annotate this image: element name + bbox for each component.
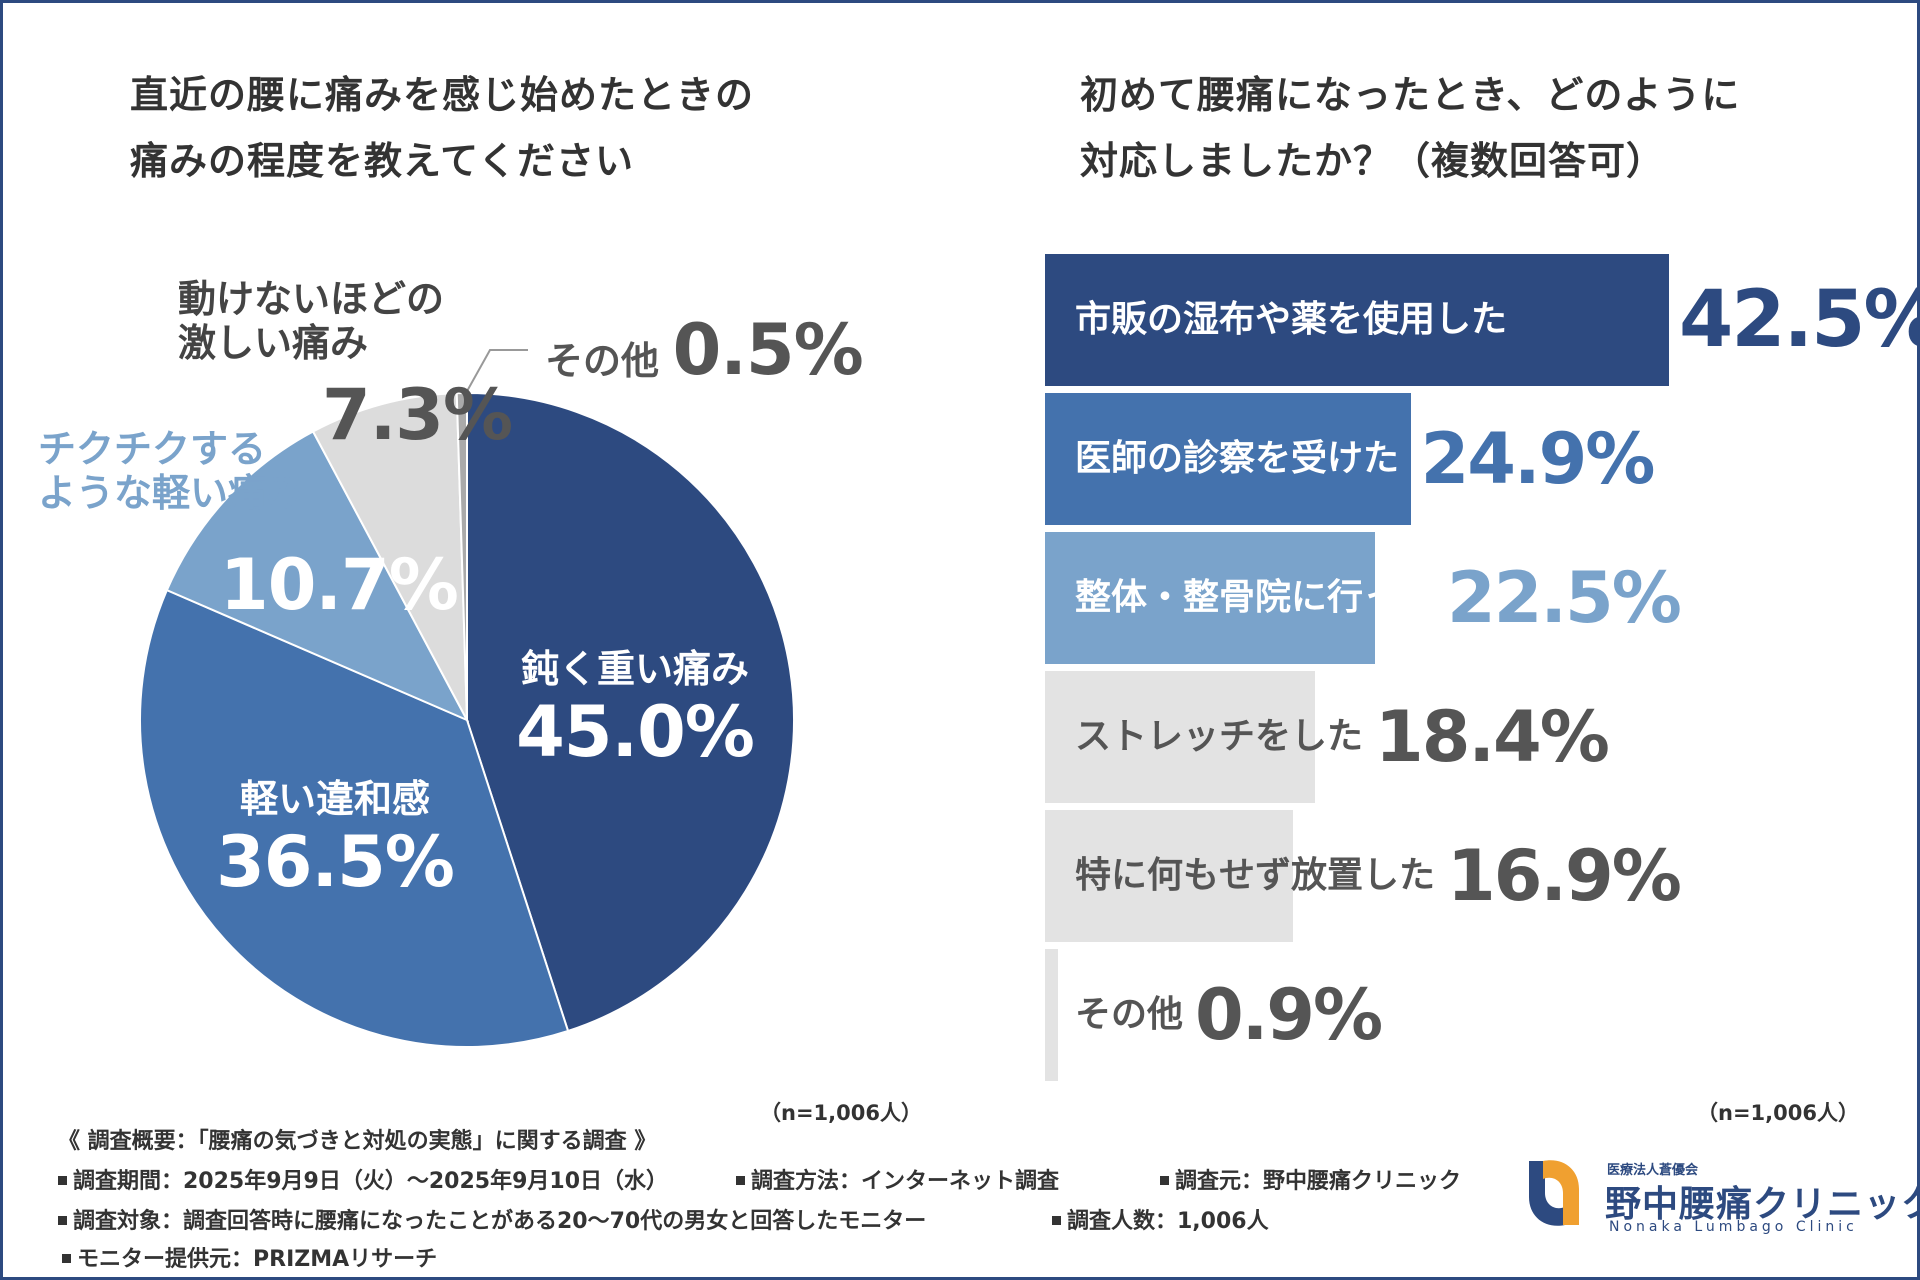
survey-method: 調査方法：インターネット調査 (736, 1163, 1059, 1195)
survey-method-text: 調査方法：インターネット調査 (751, 1169, 1060, 1194)
clinic-logo-mark-icon (1529, 1160, 1579, 1226)
pie-chart-title: 直近の腰に痛みを感じ始めたときの 痛みの程度を教えてください (130, 62, 754, 194)
pie-label-prickly-pain-line-2: ような軽い痛み (38, 470, 305, 515)
bullet-square (62, 1253, 71, 1263)
bar-value-otc-medicine: 42.5% (1679, 275, 1920, 365)
bullet-square (1160, 1175, 1169, 1185)
pie-slice-dull-pain (466, 391, 795, 1033)
bar-title-line-2: 対応しましたか？（複数回答可） (1080, 139, 1666, 183)
bar-label-stretching: ストレッチをした (1075, 716, 1364, 757)
bar-sample-note: （n=1,006人） (1697, 1101, 1859, 1125)
bar-chiropractic (1045, 532, 1376, 664)
pie-leader-line (465, 349, 528, 394)
bar-label-chiropractic: 整体・整骨院に行った (1075, 577, 1436, 618)
pie-label-severe-pain-value: 7.3% (322, 374, 513, 456)
bar-label-doctor-visit: 医師の診察を受けた (1075, 438, 1400, 479)
survey-source-text: 調査元：野中腰痛クリニック (1175, 1169, 1462, 1194)
survey-target: 調査対象：調査回答時に腰痛になったことがある20～70代の男女と回答したモニター (58, 1203, 926, 1235)
clinic-org-name: 医療法人蒼優会 (1607, 1163, 1699, 1178)
bar-value-other: 0.9% (1195, 974, 1383, 1056)
bar-label-left-untreated: 特に何もせず放置した (1075, 855, 1436, 896)
survey-source: 調査元：野中腰痛クリニック (1160, 1163, 1461, 1195)
clinic-roman-name: Nonaka Lumbago Clinic (1609, 1219, 1858, 1235)
pie-title-line-2: 痛みの程度を教えてください (130, 139, 634, 183)
pie-slice-mild-discomfort (139, 588, 570, 1048)
bar-stretching (1045, 671, 1316, 803)
bar-value-stretching: 18.4% (1375, 696, 1610, 778)
pie-label-mild-discomfort-text: 軽い違和感 (239, 777, 430, 821)
pie-label-prickly-pain-value-text: 10.7% (220, 544, 459, 626)
bullet-square (58, 1175, 67, 1185)
bar-left-untreated (1045, 810, 1294, 942)
bar-otc-medicine (1045, 254, 1669, 386)
bullet-square (1052, 1215, 1061, 1225)
pie-label-other-value: 0.5% (672, 309, 864, 391)
bar-label-other: その他 (1075, 994, 1184, 1035)
pie-label-prickly-pain: チクチクする ような軽い痛み (38, 427, 305, 515)
survey-provider-text: モニター提供元：PRIZMAリサーチ (77, 1247, 438, 1272)
survey-period: 調査期間：2025年9月9日（火）～2025年9月10日（水） (58, 1163, 668, 1195)
bar-label-otc-medicine: 市販の湿布や薬を使用した (1075, 299, 1508, 340)
pie-sample-note: （n=1,006人） (760, 1101, 922, 1125)
pie-label-prickly-pain-line-1: チクチクする (38, 427, 267, 471)
survey-provider: モニター提供元：PRIZMAリサーチ (62, 1241, 437, 1273)
bar-title-line-1: 初めて腰痛になったとき、どのように (1080, 73, 1741, 117)
bar-value-doctor-visit: 24.9% (1420, 418, 1656, 500)
pie-label-severe-pain-value-text: 7.3% (322, 374, 513, 456)
survey-count-text: 調査人数：1,006人 (1067, 1209, 1269, 1234)
bullet-square (736, 1175, 745, 1185)
pie-label-prickly-pain-value: 10.7% (220, 544, 459, 626)
bar-value-chiropractic: 22.5% (1447, 557, 1682, 639)
pie-slice-severe-pain (311, 392, 468, 721)
pie-label-dull-pain-text: 鈍く重い痛み (520, 647, 749, 691)
pie-label-mild-discomfort: 軽い違和感 36.5% (200, 777, 470, 903)
survey-heading: 《 調査概要：「腰痛の気づきと対処の実態」に関する調査 》 (58, 1129, 657, 1154)
clinic-name: 野中腰痛クリニック (1605, 1184, 1920, 1225)
pie-label-dull-pain: 鈍く重い痛み 45.0% (500, 647, 770, 773)
pie-slice-prickly-pain (165, 430, 470, 723)
pie-label-severe-pain-line-2: 激しい痛み (178, 320, 369, 365)
pie-title-line-1: 直近の腰に痛みを感じ始めたときの (130, 73, 755, 117)
pie-label-other-text: その他 (545, 339, 660, 383)
pie-label-mild-discomfort-value: 36.5% (216, 820, 455, 903)
bar-doctor-visit (1045, 393, 1411, 525)
survey-target-text: 調査対象：調査回答時に腰痛になったことがある20～70代の男女と回答したモニター (73, 1209, 927, 1234)
bar-other (1045, 949, 1059, 1081)
pie-label-severe-pain: 動けないほどの 激しい痛み (178, 277, 445, 365)
clinic-logo: 医療法人蒼優会 野中腰痛クリニック Nonaka Lumbago Clinic (1525, 1155, 1920, 1235)
bar-chart-title: 初めて腰痛になったとき、どのように 対応しましたか？（複数回答可） (1080, 62, 1740, 194)
pie-label-dull-pain-value: 45.0% (516, 690, 755, 773)
pie-label-severe-pain-line-1: 動けないほどの (178, 277, 445, 321)
survey-count: 調査人数：1,006人 (1052, 1203, 1269, 1235)
survey-period-text: 調査期間：2025年9月9日（火）～2025年9月10日（水） (73, 1169, 669, 1194)
bar-value-left-untreated: 16.9% (1447, 835, 1682, 917)
bullet-square (58, 1215, 67, 1225)
pie-label-other: その他 0.5% (545, 309, 864, 391)
